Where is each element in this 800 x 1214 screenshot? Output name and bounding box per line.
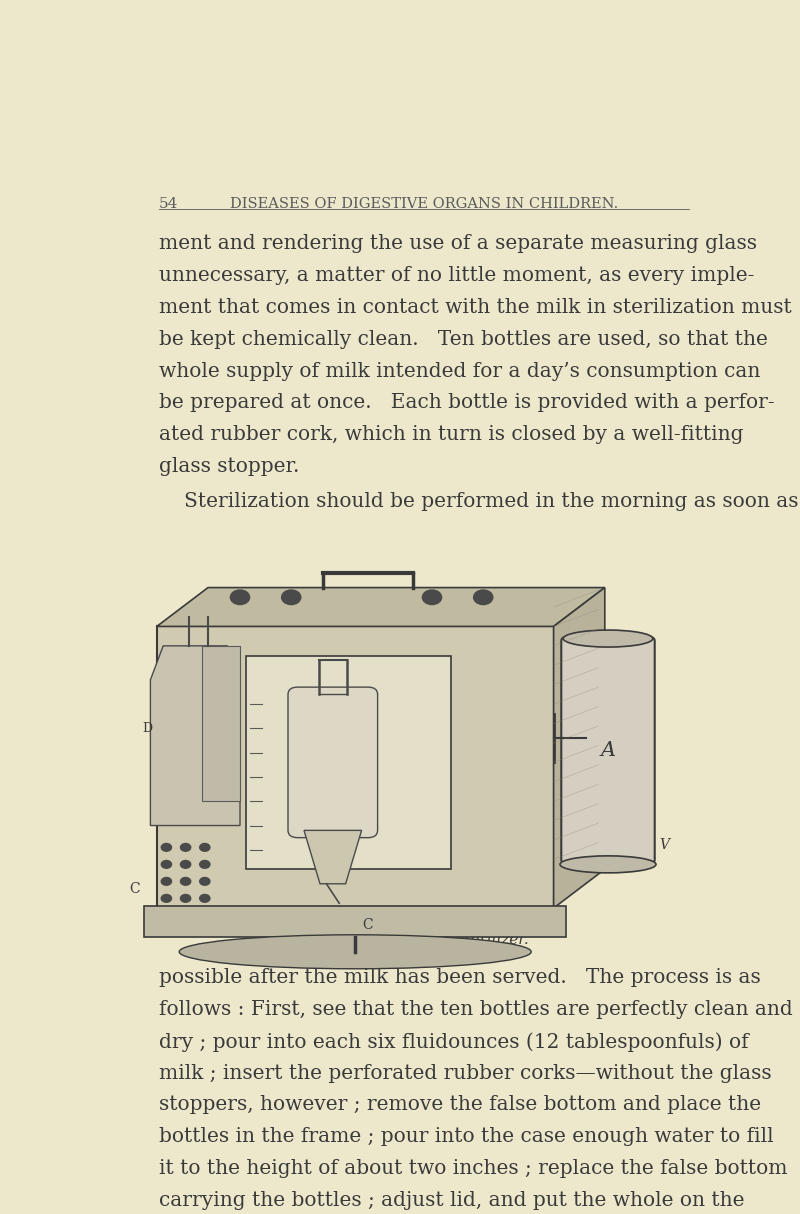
Text: DISEASES OF DIGESTIVE ORGANS IN CHILDREN.: DISEASES OF DIGESTIVE ORGANS IN CHILDREN… [230, 197, 618, 211]
Text: whole supply of milk intended for a day’s consumption can: whole supply of milk intended for a day’… [159, 362, 760, 381]
Text: V: V [659, 838, 669, 852]
Circle shape [181, 861, 190, 868]
Polygon shape [554, 588, 605, 908]
Polygon shape [202, 646, 240, 801]
Text: be kept chemically clean.   Ten bottles are used, so that the: be kept chemically clean. Ten bottles ar… [159, 330, 768, 348]
FancyBboxPatch shape [157, 626, 554, 908]
Circle shape [181, 878, 190, 885]
Ellipse shape [560, 856, 656, 873]
Text: bottles in the frame ; pour into the case enough water to fill: bottles in the frame ; pour into the cas… [159, 1128, 774, 1146]
Ellipse shape [179, 935, 531, 969]
FancyBboxPatch shape [288, 687, 378, 838]
Circle shape [200, 844, 210, 851]
FancyBboxPatch shape [562, 637, 654, 863]
Text: milk ; insert the perforated rubber corks—without the glass: milk ; insert the perforated rubber cork… [159, 1063, 771, 1083]
FancyBboxPatch shape [144, 906, 566, 937]
Text: ment and rendering the use of a separate measuring glass: ment and rendering the use of a separate… [159, 234, 757, 254]
Text: D: D [142, 722, 152, 734]
Circle shape [200, 895, 210, 902]
Circle shape [162, 844, 171, 851]
Text: ated rubber cork, which in turn is closed by a well-fitting: ated rubber cork, which in turn is close… [159, 425, 743, 444]
Circle shape [162, 878, 171, 885]
Text: C: C [362, 918, 374, 932]
Circle shape [181, 895, 190, 902]
Text: glass stopper.: glass stopper. [159, 456, 299, 476]
Ellipse shape [563, 630, 653, 647]
Polygon shape [304, 830, 362, 884]
Text: carrying the bottles ; adjust lid, and put the whole on the: carrying the bottles ; adjust lid, and p… [159, 1191, 744, 1210]
Circle shape [200, 861, 210, 868]
Text: A: A [601, 741, 615, 760]
Polygon shape [157, 588, 605, 626]
FancyBboxPatch shape [246, 656, 451, 869]
Circle shape [162, 861, 171, 868]
Circle shape [230, 590, 250, 605]
Polygon shape [150, 646, 240, 826]
Text: dry ; pour into each six fluidounces (12 tablespoonfuls) of: dry ; pour into each six fluidounces (12… [159, 1032, 749, 1051]
Circle shape [200, 878, 210, 885]
Circle shape [181, 844, 190, 851]
Text: it to the height of about two inches ; replace the false bottom: it to the height of about two inches ; r… [159, 1159, 787, 1178]
Circle shape [282, 590, 301, 605]
Text: follows : First, see that the ten bottles are perfectly clean and: follows : First, see that the ten bottle… [159, 1000, 793, 1019]
Circle shape [162, 895, 171, 902]
Text: Sterilization should be performed in the morning as soon as: Sterilization should be performed in the… [184, 493, 798, 511]
Text: be prepared at once.   Each bottle is provided with a perfor-: be prepared at once. Each bottle is prov… [159, 393, 774, 413]
Text: C: C [129, 881, 140, 896]
Text: Fig. 2.—Author’s Sterilizer.: Fig. 2.—Author’s Sterilizer. [318, 932, 530, 947]
Text: 54: 54 [159, 197, 178, 211]
Circle shape [422, 590, 442, 605]
Circle shape [474, 590, 493, 605]
Text: possible after the milk has been served.   The process is as: possible after the milk has been served.… [159, 969, 761, 987]
Text: unnecessary, a matter of no little moment, as every imple-: unnecessary, a matter of no little momen… [159, 266, 754, 285]
Text: stoppers, however ; remove the false bottom and place the: stoppers, however ; remove the false bot… [159, 1095, 761, 1114]
Text: ment that comes in contact with the milk in sterilization must: ment that comes in contact with the milk… [159, 299, 792, 317]
